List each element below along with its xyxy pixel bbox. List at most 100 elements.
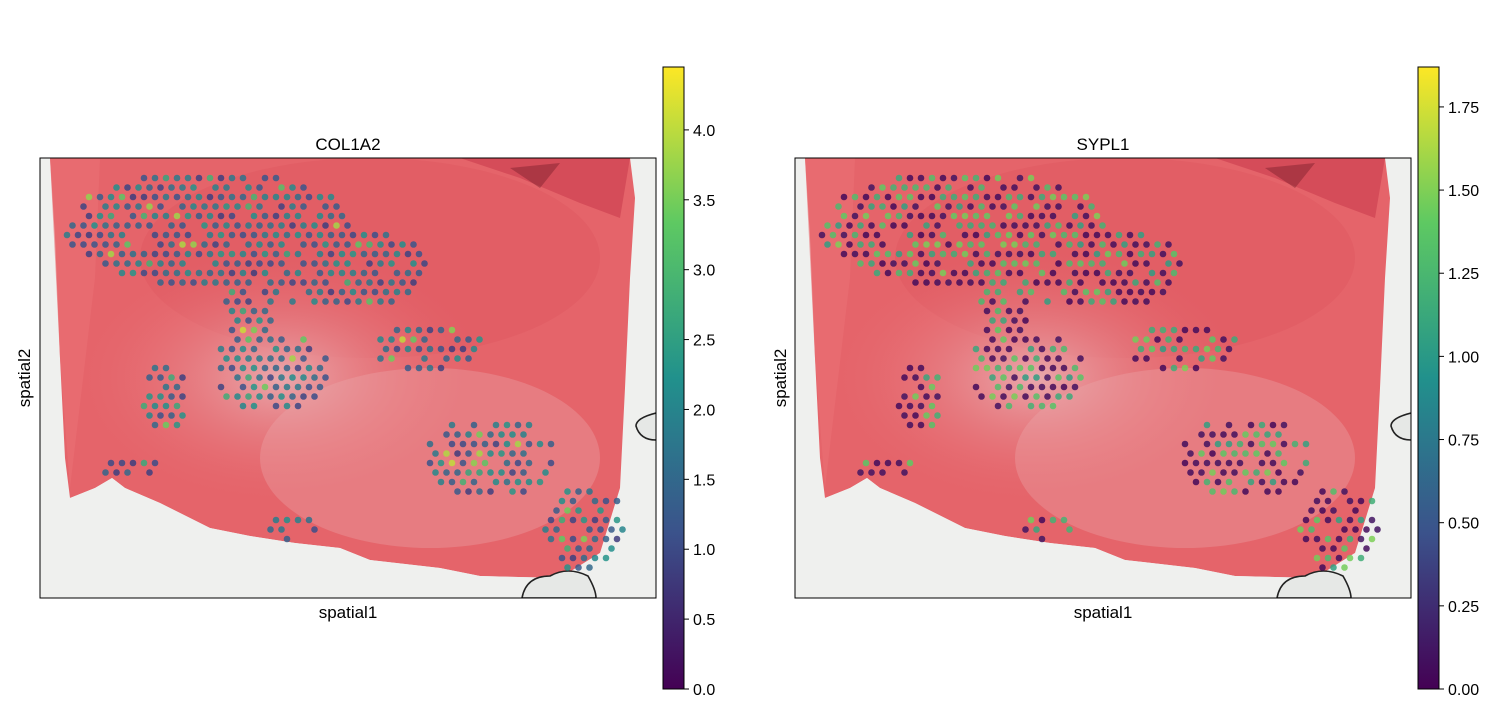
spot [1176,355,1183,362]
spot [1121,260,1128,267]
spot [934,260,941,267]
spot [509,450,516,457]
spot [454,431,461,438]
spot [829,231,837,239]
spot [333,241,340,248]
spot [140,174,148,182]
spot [1005,269,1013,277]
spot [151,174,159,182]
spot [184,231,192,239]
spot [146,393,153,400]
spot [1269,459,1277,467]
spot [135,260,142,267]
spot [1132,336,1139,343]
spot [1077,203,1084,210]
spot [168,184,175,191]
spot [322,298,329,305]
spot [223,184,230,191]
spot [195,212,203,220]
spot [459,440,467,448]
spot [1027,288,1035,296]
spot [1330,545,1337,552]
spot [862,459,870,467]
spot [421,355,428,362]
spot [983,307,991,315]
spot [1346,497,1354,505]
spot [1005,383,1013,391]
spot [322,355,329,362]
spot [140,212,148,220]
spot [294,231,302,239]
spot [338,231,346,239]
spot [454,469,461,476]
spot [256,222,263,229]
spot [217,231,225,239]
spot [355,298,362,305]
spot [278,260,285,267]
spot [928,402,936,410]
spot [1000,279,1007,286]
spot [1143,336,1150,343]
spot [901,203,908,210]
spot [1335,554,1343,562]
spot [1192,326,1200,334]
spot [1104,231,1112,239]
colorbar-tick-label: 0.50 [1448,516,1479,533]
spot [547,516,555,524]
spot [1016,326,1024,334]
spot [1082,269,1090,277]
spot [344,241,351,248]
spot [1022,298,1029,305]
spot [1258,440,1266,448]
spot [278,336,285,343]
spot [1071,250,1079,258]
spot [917,250,925,258]
spot [129,269,137,277]
colorbar-tick-label: 3.5 [693,193,715,210]
spot [107,459,115,467]
spot [1220,450,1227,457]
spot [465,355,472,362]
spot [1066,222,1073,229]
spot [1121,241,1128,248]
spot [173,231,181,239]
spot [1247,421,1255,429]
spot [157,393,164,400]
spot [983,193,991,201]
spot [923,222,930,229]
spot [542,469,549,476]
spot [245,260,252,267]
spot [961,193,969,201]
spot [862,193,870,201]
spot [1291,440,1299,448]
spot [371,250,379,258]
spot [1225,478,1233,486]
spot [873,250,881,258]
spot [1082,193,1090,201]
spot [234,279,241,286]
spot [162,231,170,239]
spot [399,336,406,343]
spot [1077,241,1084,248]
spot [278,526,285,533]
spot [608,545,615,552]
spot [1066,260,1073,267]
spot [272,212,280,220]
spot [1143,241,1150,248]
spot [1016,174,1024,182]
spot [978,279,985,286]
spot [1192,459,1200,467]
spot [338,288,346,296]
spot [311,222,318,229]
spot [1198,450,1205,457]
spot [1099,260,1106,267]
spot [151,212,159,220]
spot [520,431,527,438]
spot [840,212,848,220]
spot [586,526,593,533]
spot [1148,288,1156,296]
spot [250,364,258,372]
spot [912,412,919,419]
spot [857,222,864,229]
spot [1066,241,1073,248]
